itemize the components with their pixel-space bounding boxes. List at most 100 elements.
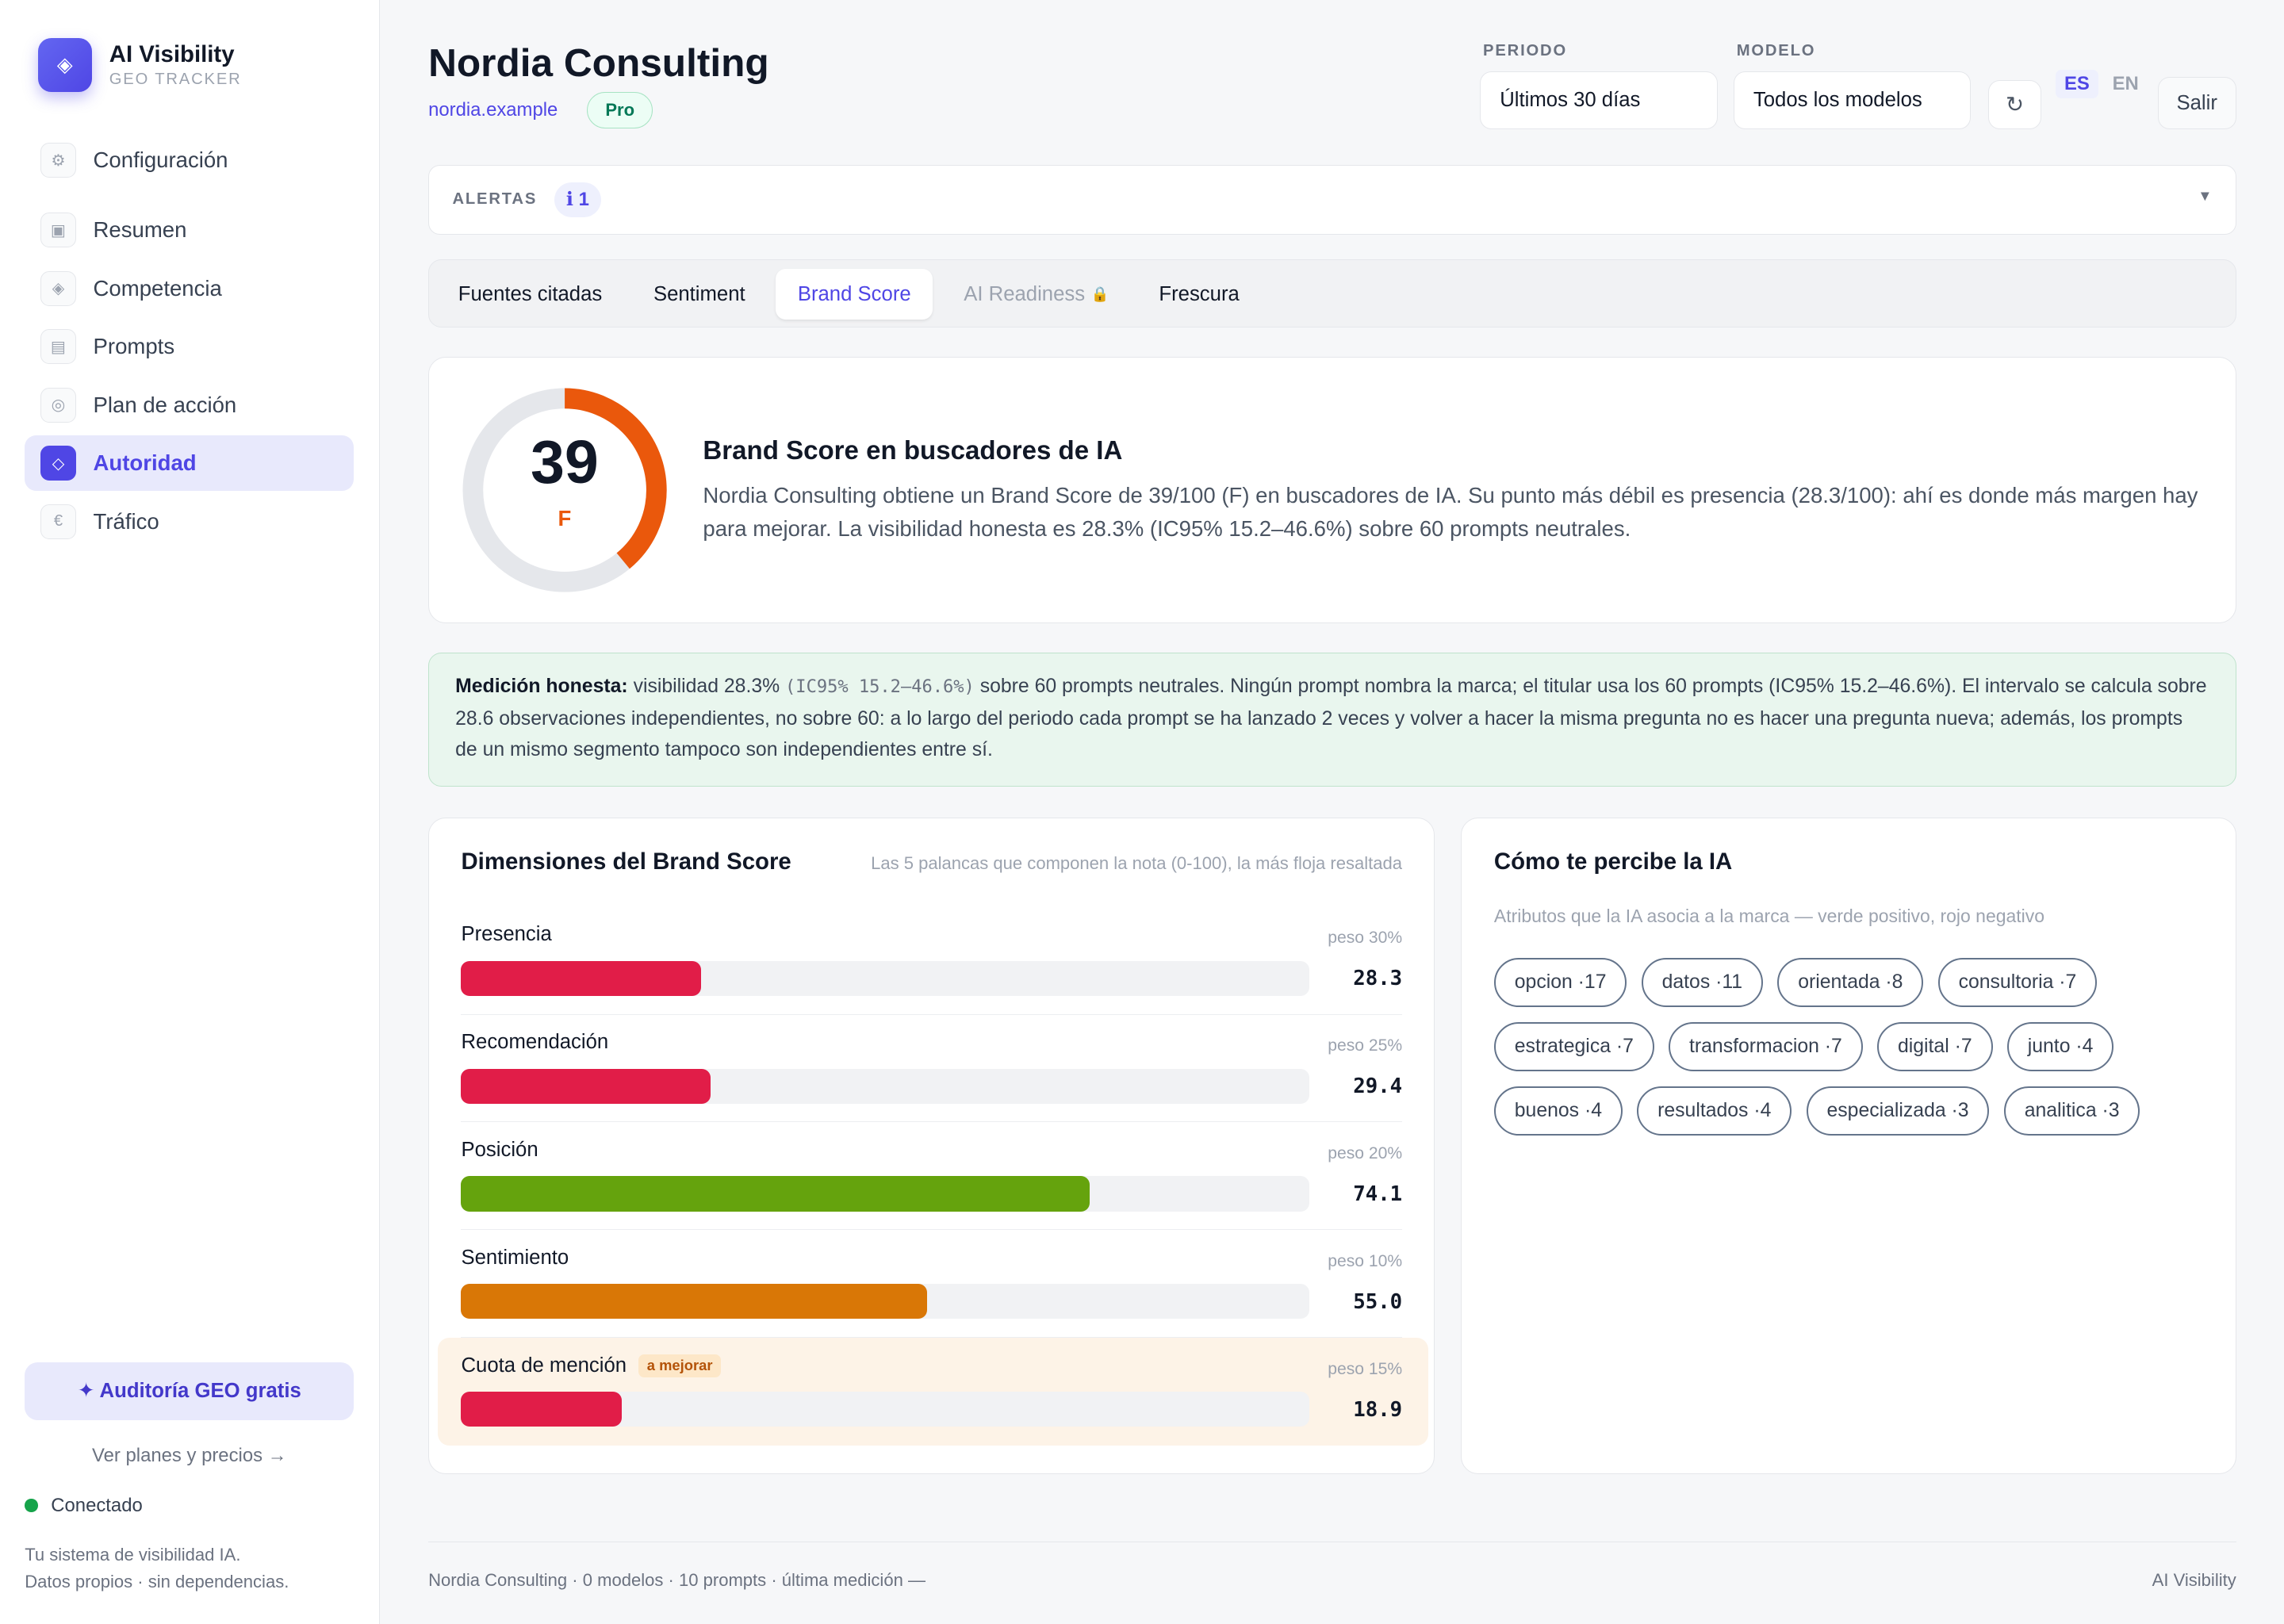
refresh-button[interactable]: ↻ bbox=[1988, 80, 2041, 130]
main-content: Nordia Consulting nordia.example Pro PER… bbox=[428, 0, 2236, 1624]
score-gauge bbox=[462, 388, 667, 592]
dimension-weight: peso 30% bbox=[1328, 929, 1403, 948]
dimension-name: Cuota de mención a mejorar bbox=[461, 1354, 722, 1377]
domain-link[interactable]: nordia.example bbox=[428, 98, 558, 121]
dimension-weight: peso 20% bbox=[1328, 1144, 1403, 1163]
attribute-chip: buenos ·4 bbox=[1493, 1086, 1623, 1136]
tab-fuentes-citadas[interactable]: Fuentes citadas bbox=[458, 282, 603, 305]
attribute-chip: analitica ·3 bbox=[2003, 1086, 2140, 1136]
diamond-icon: ◈ bbox=[40, 270, 76, 306]
logout-button[interactable]: Salir bbox=[2157, 77, 2236, 130]
lock-icon: 🔒 bbox=[1090, 285, 1109, 303]
attribute-chip: digital ·7 bbox=[1877, 1021, 1993, 1072]
tab-ai-readiness[interactable]: AI Readiness 🔒 bbox=[942, 269, 1131, 320]
brand-score-card: 39 F Brand Score en buscadores de IA Nor… bbox=[428, 357, 2236, 624]
period-select[interactable]: Últimos 30 días bbox=[1480, 71, 1718, 130]
dimension-row-weakest: Cuota de mención a mejorar peso 15% 18.9 bbox=[438, 1338, 1429, 1446]
diamond-outline-icon: ◇ bbox=[40, 446, 76, 481]
period-label: PERIODO bbox=[1483, 42, 1568, 60]
honest-ci: (IC95% 15.2–46.6%) bbox=[785, 677, 975, 697]
app-subtitle: GEO TRACKER bbox=[109, 70, 242, 88]
list-icon: ▤ bbox=[40, 329, 76, 365]
alerts-label: ALERTAS bbox=[452, 190, 538, 209]
attribute-chips: opcion ·17 datos ·11 orientada ·8 consul… bbox=[1493, 957, 2194, 1136]
dimension-bar-fill bbox=[461, 1068, 711, 1104]
chevron-down-icon[interactable]: ▼ bbox=[2198, 187, 2213, 205]
sidebar-note: Tu sistema de visibilidad IA. Datos prop… bbox=[25, 1542, 289, 1597]
dimension-weight: peso 10% bbox=[1328, 1251, 1403, 1270]
connection-status-label: Conectado bbox=[51, 1494, 143, 1516]
honest-visibility: visibilidad 28.3% bbox=[633, 676, 780, 697]
footer-brand: AI Visibility bbox=[2152, 1570, 2236, 1591]
sidebar-note-line: Datos propios · sin dependencias. bbox=[25, 1572, 289, 1592]
refresh-icon: ↻ bbox=[2006, 92, 2025, 117]
status-dot-icon bbox=[25, 1499, 38, 1513]
dimension-weight: peso 15% bbox=[1328, 1359, 1403, 1378]
dimensions-title: Dimensiones del Brand Score bbox=[461, 848, 791, 875]
tab-sentiment[interactable]: Sentiment bbox=[653, 282, 745, 305]
sidebar-item-prompts[interactable]: ▤ Prompts bbox=[25, 319, 354, 374]
dimension-name: Posición bbox=[461, 1138, 538, 1161]
free-audit-button[interactable]: ✦ Auditoría GEO gratis bbox=[25, 1362, 354, 1421]
square-icon: ▣ bbox=[40, 213, 76, 248]
tab-brand-score[interactable]: Brand Score bbox=[776, 269, 933, 320]
dimension-bar-fill bbox=[461, 1284, 928, 1320]
attribute-chip: especializada ·3 bbox=[1806, 1086, 1990, 1136]
sidebar-item-configuracion[interactable]: ⚙ Configuración bbox=[25, 132, 354, 188]
perception-subtitle: Atributos que la IA asocia a la marca — … bbox=[1493, 905, 2044, 926]
honest-label: Medición honesta: bbox=[455, 676, 628, 697]
dimension-name-label: Cuota de mención bbox=[461, 1354, 627, 1377]
alerts-bar[interactable]: ALERTAS ℹ 1 ▼ bbox=[428, 164, 2236, 235]
score-value: 39 bbox=[530, 428, 599, 497]
score-description: Nordia Consulting obtiene un Brand Score… bbox=[703, 482, 2198, 541]
sidebar-item-label: Prompts bbox=[93, 334, 175, 359]
app-title: AI Visibility bbox=[109, 40, 235, 67]
attribute-chip: datos ·11 bbox=[1641, 957, 1763, 1008]
sidebar-item-label: Plan de acción bbox=[93, 392, 237, 417]
honest-text: sobre 60 prompts neutrales. Ningún promp… bbox=[455, 676, 2207, 760]
plans-link[interactable]: Ver planes y precios → bbox=[92, 1445, 287, 1467]
dimension-bar-track bbox=[461, 1176, 1309, 1212]
lang-en-button[interactable]: EN bbox=[2112, 72, 2139, 94]
footer-summary: Nordia Consulting · 0 modelos · 10 promp… bbox=[428, 1570, 925, 1591]
attribute-chip: opcion ·17 bbox=[1493, 957, 1627, 1008]
score-title: Brand Score en buscadores de IA bbox=[703, 436, 1123, 466]
dimension-value: 74.1 bbox=[1353, 1182, 1403, 1206]
dimension-weight: peso 25% bbox=[1328, 1036, 1403, 1055]
perception-title: Cómo te percibe la IA bbox=[1493, 848, 1733, 875]
alerts-count-badge: ℹ 1 bbox=[554, 182, 601, 217]
dimension-value: 18.9 bbox=[1353, 1397, 1403, 1422]
plan-badge: Pro bbox=[587, 91, 653, 128]
dimension-value: 29.4 bbox=[1353, 1074, 1403, 1098]
dimension-bar-track bbox=[461, 1284, 1309, 1320]
dimension-bar-track bbox=[461, 1392, 1309, 1427]
gauge-arc bbox=[462, 388, 667, 592]
sidebar-item-competencia[interactable]: ◈ Competencia bbox=[25, 261, 354, 316]
sidebar-item-trafico[interactable]: € Tráfico bbox=[25, 494, 354, 550]
lang-es-button[interactable]: ES bbox=[2055, 70, 2098, 98]
model-select[interactable]: Todos los modelos bbox=[1734, 71, 1972, 130]
dimension-name: Recomendación bbox=[461, 1030, 609, 1053]
dimension-bar-fill bbox=[461, 1176, 1090, 1212]
sidebar: ◈ AI Visibility GEO TRACKER ⚙ Configurac… bbox=[0, 0, 381, 1624]
tab-bar: Fuentes citadas Sentiment Brand Score AI… bbox=[428, 259, 2236, 328]
attribute-chip: junto ·4 bbox=[2006, 1021, 2114, 1072]
tab-frescura[interactable]: Frescura bbox=[1159, 282, 1240, 305]
target-icon: ◎ bbox=[40, 387, 76, 423]
dimension-value: 55.0 bbox=[1353, 1289, 1403, 1314]
sidebar-item-label: Resumen bbox=[93, 217, 187, 243]
dimension-name: Sentimiento bbox=[461, 1246, 569, 1269]
sidebar-item-autoridad[interactable]: ◇ Autoridad bbox=[25, 435, 354, 491]
sidebar-item-plan-de-accion[interactable]: ◎ Plan de acción bbox=[25, 377, 354, 433]
dimensions-subtitle: Las 5 palancas que componen la nota (0-1… bbox=[871, 852, 1403, 873]
sidebar-item-resumen[interactable]: ▣ Resumen bbox=[25, 202, 354, 258]
brand[interactable]: ◈ AI Visibility GEO TRACKER bbox=[37, 37, 242, 92]
improve-tag: a mejorar bbox=[638, 1354, 722, 1377]
score-grade: F bbox=[558, 506, 572, 531]
sidebar-note-line: Tu sistema de visibilidad IA. bbox=[25, 1544, 241, 1565]
sidebar-item-label: Autoridad bbox=[93, 450, 197, 476]
page-title: Nordia Consulting bbox=[428, 40, 769, 85]
dimensions-card: Dimensiones del Brand Score Las 5 palanc… bbox=[428, 817, 1435, 1475]
gear-icon: ⚙ bbox=[40, 143, 76, 178]
footer-divider bbox=[428, 1541, 2236, 1543]
